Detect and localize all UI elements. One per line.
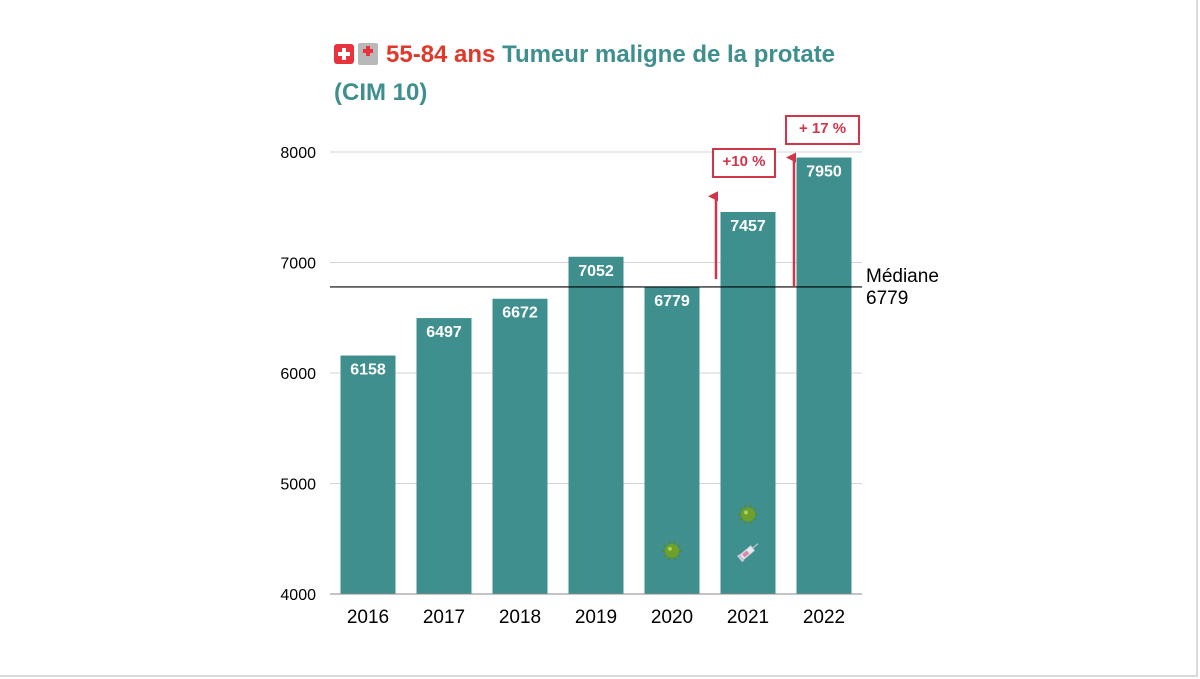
x-tick-label: 2016 — [347, 607, 389, 628]
bar — [644, 286, 700, 594]
y-tick-label: 5000 — [280, 477, 316, 494]
data-label: 6497 — [426, 324, 462, 341]
bar — [492, 298, 548, 594]
data-label: 7457 — [730, 218, 766, 235]
data-label: 6779 — [654, 293, 690, 310]
bar — [340, 355, 396, 594]
data-label: 6672 — [502, 305, 538, 322]
syringe-icon — [737, 543, 759, 563]
percent-change-label: + 17 % — [785, 115, 860, 145]
bar — [720, 212, 776, 594]
x-tick-label: 2018 — [499, 607, 541, 628]
bar — [796, 157, 852, 594]
x-tick-label: 2019 — [575, 607, 617, 628]
x-tick-label: 2021 — [727, 607, 769, 628]
hospital-icon — [358, 43, 378, 65]
data-label: 7950 — [806, 164, 842, 181]
y-tick-label: 7000 — [280, 256, 316, 273]
virus-icon — [662, 541, 682, 561]
data-label: 6158 — [350, 362, 386, 379]
y-tick-label: 4000 — [280, 587, 316, 604]
percent-change-label: +10 % — [712, 148, 776, 178]
chart-title: 55-84 ans Tumeur maligne de la protate (… — [334, 36, 934, 112]
bar — [416, 318, 472, 594]
median-label-value: 6779 — [866, 288, 909, 309]
x-tick-label: 2017 — [423, 607, 465, 628]
median-label-text: Médiane — [866, 266, 939, 287]
y-tick-label: 8000 — [280, 145, 316, 162]
title-classification: (CIM 10) — [334, 79, 428, 106]
x-tick-label: 2020 — [651, 607, 693, 628]
x-tick-label: 2022 — [803, 607, 845, 628]
y-tick-label: 6000 — [280, 366, 316, 383]
median-label: Médiane 6779 — [866, 266, 939, 310]
title-age-group: 55-84 ans — [386, 41, 496, 68]
title-disease-name: Tumeur maligne de la protate — [502, 41, 836, 68]
data-label: 7052 — [578, 263, 614, 280]
bar — [568, 256, 624, 594]
swiss-flag-icon — [334, 44, 354, 64]
virus-icon — [738, 504, 758, 525]
